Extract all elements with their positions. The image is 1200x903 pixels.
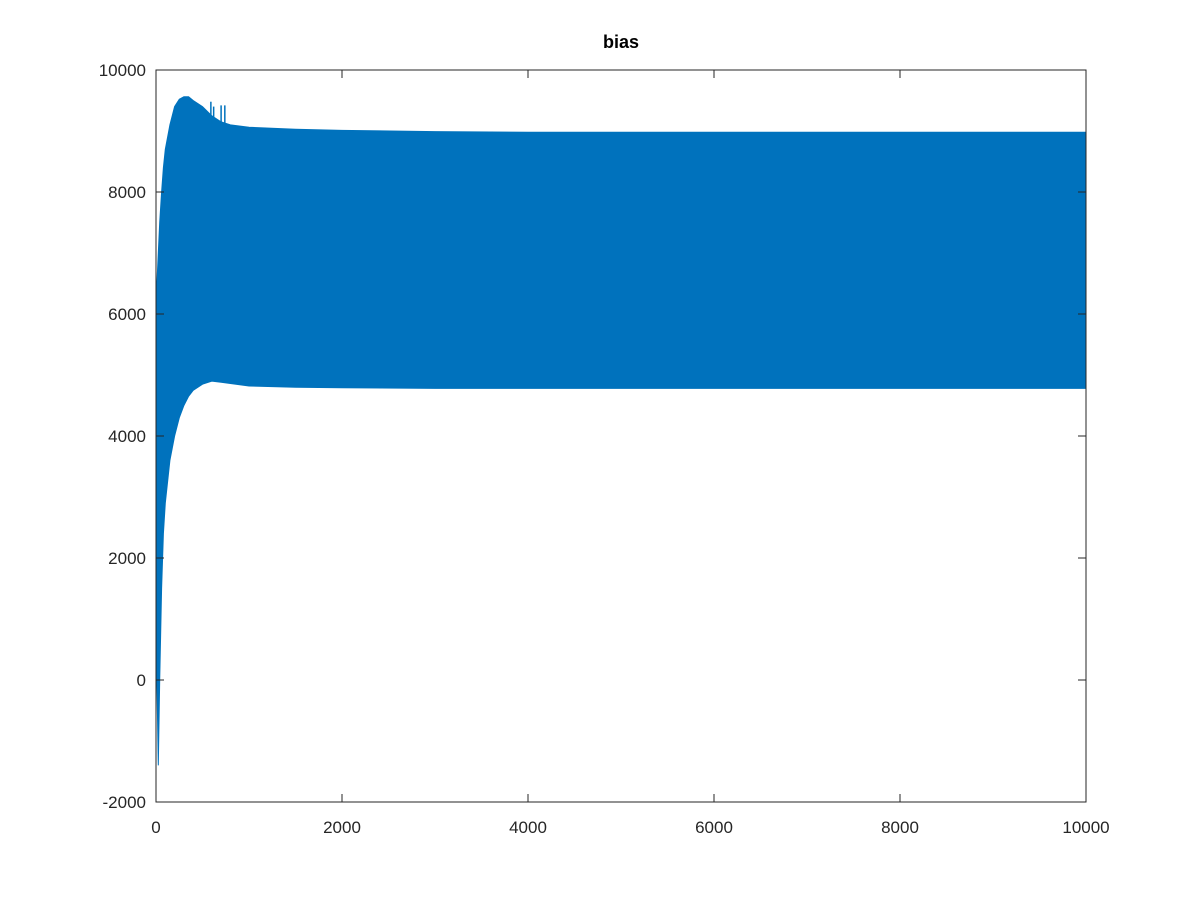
x-tick-label: 0 xyxy=(151,818,160,837)
y-tick-label: 8000 xyxy=(108,183,146,202)
x-tick-label: 2000 xyxy=(323,818,361,837)
x-tick-label: 6000 xyxy=(695,818,733,837)
y-tick-label: 6000 xyxy=(108,305,146,324)
x-tick-label: 10000 xyxy=(1062,818,1109,837)
y-tick-label: 10000 xyxy=(99,61,146,80)
y-tick-label: 4000 xyxy=(108,427,146,446)
y-tick-label: 2000 xyxy=(108,549,146,568)
x-tick-label: 8000 xyxy=(881,818,919,837)
axis-ticks: 0 2000 4000 6000 8000 10000 -2000 0 2000 4000 6000… xyxy=(99,61,1110,837)
chart-title: bias xyxy=(603,32,639,52)
y-tick-label: 0 xyxy=(137,671,146,690)
x-tick-label: 4000 xyxy=(509,818,547,837)
y-tick-label: -2000 xyxy=(103,793,146,812)
